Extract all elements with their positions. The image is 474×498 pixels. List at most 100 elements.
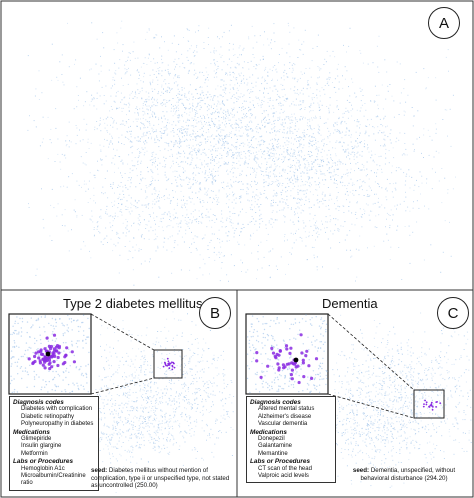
- embedding-point: [107, 399, 109, 401]
- embedding-point: [128, 194, 130, 196]
- embedding-point: [234, 54, 236, 56]
- embedding-point: [237, 167, 239, 169]
- embedding-point: [326, 158, 328, 160]
- embedding-point: [337, 63, 339, 65]
- embedding-point: [38, 99, 40, 100]
- embedding-point: [274, 139, 276, 141]
- embedding-point: [131, 130, 132, 132]
- embedding-point: [246, 124, 248, 126]
- embedding-point: [140, 351, 142, 353]
- embedding-point: [311, 129, 313, 131]
- embedding-point: [194, 115, 196, 117]
- embedding-point: [176, 401, 178, 403]
- embedding-point: [289, 122, 291, 124]
- embedding-point: [114, 212, 116, 214]
- embedding-point: [254, 206, 255, 208]
- embedding-point: [302, 53, 304, 55]
- embedding-point: [121, 410, 123, 412]
- embedding-point: [419, 136, 420, 138]
- embedding-point: [299, 136, 300, 138]
- embedding-point: [287, 116, 289, 118]
- embedding-point: [302, 102, 304, 104]
- embedding-point: [201, 356, 203, 358]
- embedding-point: [75, 125, 77, 126]
- embedding-point: [149, 123, 151, 124]
- embedding-point: [100, 395, 102, 397]
- embedding-point: [121, 20, 123, 22]
- embedding-point: [224, 88, 226, 90]
- embedding-point: [351, 78, 353, 80]
- embedding-point: [213, 124, 215, 126]
- embedding-point: [232, 161, 234, 163]
- embedding-point: [194, 391, 196, 393]
- embedding-point: [192, 157, 194, 159]
- embedding-point: [183, 366, 185, 368]
- embedding-point: [228, 280, 229, 282]
- embedding-point: [226, 170, 227, 172]
- embedding-point: [336, 121, 338, 123]
- embedding-point: [120, 419, 122, 421]
- embedding-point: [121, 435, 123, 437]
- embedding-point: [178, 109, 180, 111]
- embedding-point: [144, 190, 146, 192]
- embedding-point: [377, 115, 378, 117]
- embedding-point: [233, 114, 235, 116]
- embedding-point: [157, 93, 159, 95]
- embedding-point: [290, 88, 292, 90]
- embedding-point: [225, 140, 227, 142]
- embedding-point: [287, 173, 289, 174]
- embedding-point: [122, 123, 124, 125]
- embedding-point: [237, 124, 239, 126]
- embedding-point: [112, 85, 113, 87]
- embedding-point: [213, 197, 215, 199]
- embedding-point: [130, 147, 132, 149]
- embedding-point: [204, 121, 205, 123]
- embedding-point: [301, 190, 303, 192]
- embedding-point: [170, 90, 171, 92]
- embedding-point: [151, 105, 153, 107]
- embedding-point: [177, 163, 179, 165]
- embedding-point: [298, 202, 300, 204]
- embedding-point: [172, 115, 174, 117]
- embedding-point: [143, 383, 144, 385]
- embedding-point: [231, 61, 233, 62]
- embedding-point: [113, 373, 115, 375]
- embedding-point: [208, 188, 210, 190]
- embedding-point: [228, 240, 230, 241]
- embedding-point: [311, 117, 312, 119]
- embedding-point: [103, 367, 105, 369]
- embedding-point: [118, 137, 120, 139]
- embedding-point: [154, 405, 156, 407]
- embedding-point: [314, 117, 316, 119]
- embedding-point: [247, 133, 249, 135]
- embedding-point: [219, 253, 221, 255]
- embedding-point: [318, 110, 320, 111]
- embedding-point: [354, 214, 356, 215]
- embedding-point: [398, 247, 400, 248]
- embedding-point: [194, 209, 196, 211]
- embedding-point: [138, 93, 140, 94]
- embedding-point: [55, 108, 57, 110]
- embedding-point: [148, 418, 150, 420]
- embedding-point: [260, 241, 262, 243]
- embedding-point: [322, 191, 324, 193]
- embedding-point: [229, 211, 231, 213]
- embedding-point: [267, 123, 269, 124]
- embedding-point: [188, 181, 190, 183]
- embedding-point: [317, 158, 319, 160]
- embedding-point: [127, 59, 128, 61]
- embedding-point: [350, 153, 352, 155]
- embedding-point: [232, 109, 233, 111]
- embedding-point: [215, 88, 217, 90]
- embedding-point: [155, 141, 157, 143]
- embedding-point: [215, 73, 217, 75]
- embedding-point: [274, 41, 276, 43]
- embedding-point: [323, 143, 325, 145]
- embedding-point: [355, 96, 357, 97]
- embedding-point: [124, 173, 126, 174]
- embedding-point: [281, 169, 283, 171]
- embedding-point: [65, 157, 67, 159]
- embedding-point: [218, 373, 220, 375]
- embedding-point: [264, 141, 266, 142]
- embedding-point: [218, 140, 220, 142]
